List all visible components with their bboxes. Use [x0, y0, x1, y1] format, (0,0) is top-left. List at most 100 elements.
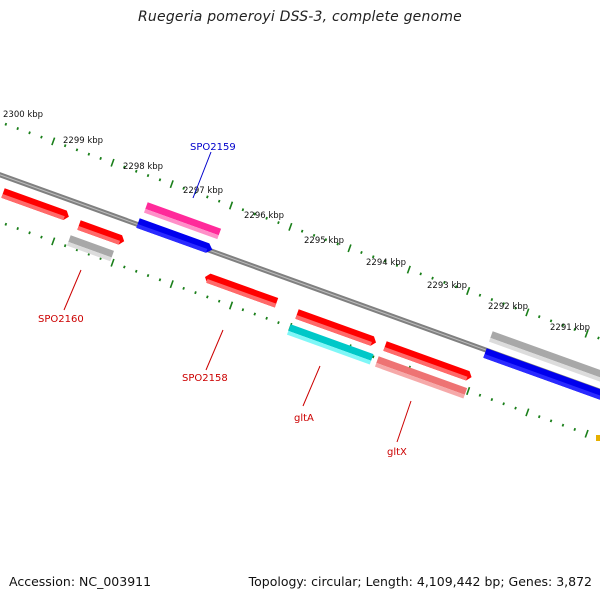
- feature-gray-right[interactable]: [488, 331, 600, 383]
- minor-tick: [360, 250, 363, 255]
- minor-tick: [241, 308, 245, 312]
- minor-tick: [158, 178, 162, 182]
- feature-red-gltX[interactable]: [383, 341, 473, 382]
- feature-spo2158[interactable]: [203, 272, 279, 308]
- minor-tick: [182, 186, 185, 190]
- minor-tick: [158, 278, 162, 282]
- minor-tick: [312, 233, 316, 237]
- feature-red-far-left[interactable]: [1, 188, 70, 221]
- major-tick: [288, 222, 293, 231]
- minor-tick: [478, 293, 482, 297]
- map-title: Ruegeria pomeroyi DSS-3, complete genome: [138, 9, 462, 25]
- minor-tick: [253, 212, 257, 216]
- minor-tick: [265, 316, 268, 320]
- minor-tick: [561, 423, 565, 427]
- minor-tick: [277, 221, 280, 225]
- minor-tick: [182, 286, 185, 290]
- minor-tick: [537, 415, 541, 419]
- minor-tick: [217, 299, 221, 303]
- gene-label-spo2159[interactable]: SPO2159: [190, 142, 236, 153]
- major-tick: [466, 386, 471, 396]
- major-tick: [525, 408, 530, 417]
- major-tick: [466, 286, 471, 296]
- minor-tick: [431, 276, 434, 280]
- ruler-label-2296: 2296 kbp: [244, 211, 284, 221]
- feature-spo2159-pink[interactable]: [143, 202, 222, 240]
- minor-tick: [146, 273, 150, 278]
- minor-tick: [16, 127, 19, 131]
- minor-tick: [454, 285, 458, 289]
- feature-red-left[interactable]: [77, 220, 126, 246]
- minor-tick: [502, 402, 505, 406]
- callout-line-gltX: [396, 400, 412, 443]
- feature-gltA-cyan[interactable]: [286, 324, 374, 365]
- gene-label-spo2160[interactable]: SPO2160: [38, 314, 84, 325]
- major-tick: [584, 429, 589, 438]
- minor-tick: [123, 265, 126, 269]
- gene-label-gltA[interactable]: gltA: [294, 413, 314, 424]
- minor-tick: [371, 355, 375, 359]
- minor-tick: [573, 327, 577, 332]
- ruler-label-2294: 2294 kbp: [366, 258, 406, 268]
- accession-text: Accession: NC_003911: [9, 574, 152, 589]
- minor-tick: [87, 152, 91, 156]
- genome-summary-text: Topology: circular; Length: 4,109,442 bp…: [248, 574, 592, 589]
- edge-marker: [596, 435, 600, 441]
- major-tick: [406, 265, 411, 274]
- minor-tick: [134, 169, 138, 173]
- minor-tick: [206, 195, 209, 199]
- ruler-label-2295: 2295 kbp: [304, 236, 344, 246]
- gene-labels: SPO2159 SPO2160 SPO2158 gltA gltX: [38, 142, 407, 458]
- minor-tick: [537, 315, 541, 319]
- minor-tick: [4, 122, 8, 126]
- callout-line-spo2158: [205, 329, 224, 371]
- minor-tick: [28, 231, 31, 235]
- minor-tick: [549, 419, 553, 423]
- feature-gltX-salmon[interactable]: [374, 356, 468, 399]
- major-tick: [51, 237, 56, 246]
- minor-tick: [194, 291, 197, 295]
- minor-tick: [324, 238, 328, 242]
- major-tick: [228, 301, 234, 310]
- gene-label-spo2158[interactable]: SPO2158: [182, 373, 228, 384]
- minor-tick: [63, 244, 67, 248]
- minor-tick: [371, 255, 375, 259]
- major-tick: [347, 244, 352, 253]
- feature-blue-upper[interactable]: [136, 218, 214, 254]
- minor-tick: [443, 280, 446, 284]
- minor-tick: [63, 144, 67, 148]
- gene-label-gltX[interactable]: gltX: [387, 447, 407, 458]
- minor-tick: [514, 306, 517, 310]
- minor-tick: [549, 319, 553, 323]
- minor-tick: [16, 227, 19, 231]
- ruler-labels: 2300 kbp 2299 kbp 2298 kbp 2297 kbp 2296…: [3, 110, 590, 333]
- minor-tick: [383, 259, 387, 263]
- feature-blue-right[interactable]: [483, 348, 600, 401]
- minor-tick: [4, 222, 8, 226]
- callout-lines: [63, 151, 412, 443]
- minor-tick: [28, 131, 31, 135]
- major-tick: [584, 329, 589, 338]
- minor-tick: [217, 199, 221, 203]
- major-tick: [169, 280, 174, 289]
- ruler-label-2292: 2292 kbp: [488, 302, 528, 312]
- callout-line-spo2159: [192, 151, 212, 199]
- major-tick: [169, 180, 174, 189]
- ruler-label-2293: 2293 kbp: [427, 281, 467, 291]
- minor-tick: [561, 323, 565, 327]
- ruler-label-2300: 2300 kbp: [3, 110, 43, 120]
- minor-tick: [336, 242, 340, 246]
- minor-tick: [395, 263, 399, 267]
- minor-tick: [265, 216, 268, 220]
- minor-tick: [419, 272, 422, 276]
- minor-tick: [241, 208, 245, 212]
- minor-tick: [300, 229, 304, 233]
- minor-tick: [40, 235, 43, 239]
- minor-tick: [490, 297, 494, 302]
- feature-gray-left[interactable]: [66, 235, 114, 262]
- major-tick: [110, 258, 115, 267]
- minor-tick: [502, 302, 505, 306]
- feature-red-gltA[interactable]: [295, 309, 377, 347]
- minor-tick: [40, 135, 43, 139]
